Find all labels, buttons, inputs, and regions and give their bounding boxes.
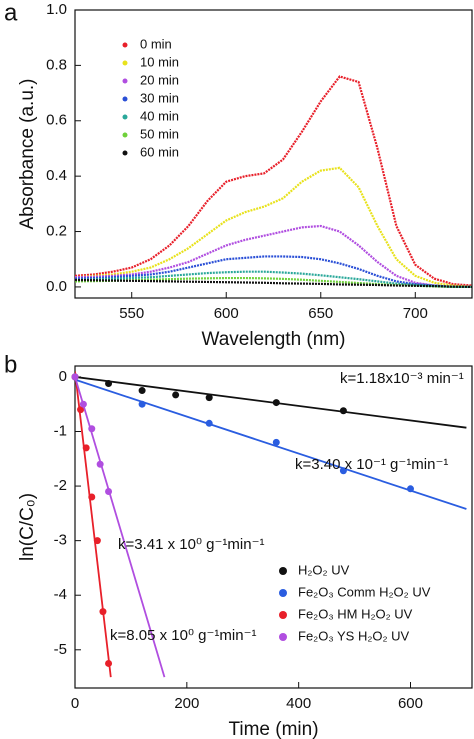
legend-label: Fe₂O₃ Comm H₂O₂ UV <box>298 584 431 599</box>
legend-marker <box>122 60 128 66</box>
legend-marker <box>279 567 287 575</box>
data-point <box>339 407 347 415</box>
legend-marker <box>122 114 128 120</box>
legend-marker <box>122 132 128 138</box>
spectrum-line <box>75 224 472 289</box>
fit-line <box>75 371 112 678</box>
rate-annotation: k=3.41 x 10⁰ g⁻¹min⁻¹ <box>118 536 265 553</box>
x-tick-label: 0 <box>71 695 79 712</box>
x-tick-label: 650 <box>308 305 333 322</box>
data-point <box>205 394 213 402</box>
legend-marker <box>122 96 128 102</box>
x-tick-label: 600 <box>398 695 423 712</box>
x-axis-label: Time (min) <box>228 719 318 739</box>
y-axis-label: Absorbance (a.u.) <box>17 78 38 229</box>
panel-label: a <box>4 0 18 26</box>
rate-annotation: k=3.40 x 10⁻¹ g⁻¹min⁻¹ <box>295 456 448 473</box>
rate-annotation: k=1.18x10⁻³ min⁻¹ <box>340 370 464 387</box>
y-tick-label: 0.6 <box>46 112 67 129</box>
y-tick-label: 1.0 <box>46 1 67 18</box>
legend-marker <box>122 78 128 84</box>
legend-marker <box>279 589 287 597</box>
legend-label: 40 min <box>140 108 179 123</box>
data-point <box>99 608 107 616</box>
spectrum-line <box>75 255 472 289</box>
data-point <box>105 379 113 387</box>
legend-label: H₂O₂ UV <box>298 562 350 577</box>
spectrum-line <box>75 278 472 289</box>
data-point <box>172 391 180 399</box>
data-point <box>88 493 96 501</box>
legend-marker <box>122 150 128 156</box>
data-point <box>105 659 113 667</box>
x-tick-label: 400 <box>286 695 311 712</box>
data-point <box>77 406 85 414</box>
spectrum-line <box>75 270 472 289</box>
x-tick-label: 600 <box>214 305 239 322</box>
data-point <box>93 537 101 545</box>
legend-label: 30 min <box>140 90 179 105</box>
data-point <box>82 444 90 452</box>
spectrum-line <box>75 166 472 289</box>
fit-line <box>75 378 467 510</box>
plot-frame <box>74 365 473 689</box>
data-point <box>272 399 280 407</box>
data-point <box>71 373 79 381</box>
data-point <box>79 400 87 408</box>
legend-marker <box>122 42 128 48</box>
x-tick-label: 200 <box>174 695 199 712</box>
data-point <box>105 488 113 496</box>
x-tick-label: 550 <box>119 305 144 322</box>
legend-marker <box>279 633 287 641</box>
data-point <box>205 419 213 427</box>
y-tick-label: 0.8 <box>46 56 67 73</box>
legend-label: 20 min <box>140 72 179 87</box>
x-tick-label: 700 <box>403 305 428 322</box>
data-point <box>339 467 347 475</box>
y-tick-label: -4 <box>54 586 67 603</box>
y-tick-label: 0 <box>59 368 67 385</box>
y-axis-label: ln(C/C₀) <box>17 493 38 561</box>
data-point <box>272 438 280 446</box>
legend-label: 10 min <box>140 54 179 69</box>
data-point <box>406 485 414 493</box>
legend-label: Fe₂O₃ YS H₂O₂ UV <box>298 628 410 643</box>
legend-marker <box>279 611 287 619</box>
panel-label: b <box>4 351 17 378</box>
spectrum-line <box>75 75 472 287</box>
legend-label: 0 min <box>140 36 172 51</box>
y-tick-label: -1 <box>54 422 67 439</box>
data-point <box>138 400 146 408</box>
legend-label: 60 min <box>140 144 179 159</box>
y-tick-label: 0.0 <box>46 278 67 295</box>
y-tick-label: -3 <box>54 532 67 549</box>
data-point <box>88 425 96 433</box>
y-tick-label: 0.4 <box>46 167 67 184</box>
fit-line <box>75 376 467 429</box>
rate-annotation: k=8.05 x 10⁰ g⁻¹min⁻¹ <box>110 627 257 644</box>
plot-frame <box>74 9 473 299</box>
y-tick-label: -5 <box>54 641 67 658</box>
legend-label: 50 min <box>140 126 179 141</box>
legend-label: Fe₂O₃ HM H₂O₂ UV <box>298 606 413 621</box>
data-point <box>138 387 146 395</box>
y-tick-label: -2 <box>54 477 67 494</box>
data-point <box>96 460 104 468</box>
x-axis-label: Wavelength (nm) <box>202 329 346 350</box>
y-tick-label: 0.2 <box>46 223 67 240</box>
